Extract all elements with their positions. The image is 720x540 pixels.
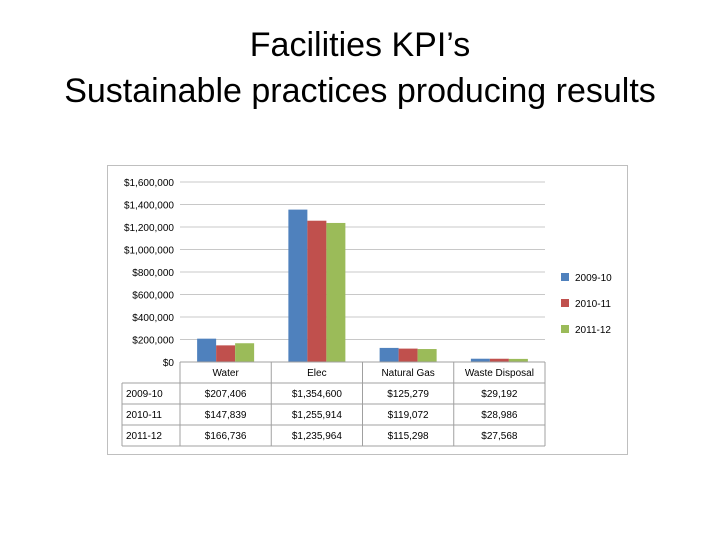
y-tick-label: $600,000: [132, 291, 174, 302]
legend-label: 2009-10: [575, 273, 612, 284]
y-tick-label: $1,000,000: [124, 246, 174, 257]
table-cell-value: $119,072: [388, 410, 429, 421]
table-row-label: 2009-10: [126, 389, 163, 400]
bar: [216, 345, 236, 362]
bar: [417, 349, 437, 362]
x-category-label: Natural Gas: [381, 368, 434, 379]
y-tick-label: $1,200,000: [124, 223, 174, 234]
table-cell-value: $125,279: [387, 389, 429, 400]
table-row-label: 2011-12: [126, 431, 162, 442]
bar: [508, 358, 528, 362]
y-tick-label: $800,000: [132, 268, 174, 279]
table-cell-value: $207,406: [205, 389, 247, 400]
bar-chart: $0 $200,000 $400,000 $600,000 $800,000 $1,000…: [121, 178, 612, 447]
bar: [398, 348, 418, 362]
bar: [235, 343, 255, 362]
bar: [307, 220, 327, 362]
legend-label: 2010-11: [575, 299, 611, 310]
bar: [197, 338, 217, 362]
slide-title-line2: Sustainable practices producing results: [64, 72, 656, 110]
table-cell-value: $29,192: [481, 389, 518, 400]
legend-label: 2011-12: [575, 325, 611, 336]
slide-title-line1: Facilities KPI’s: [249, 26, 471, 64]
slide-title: Facilities KPI’s Sustainable practices p…: [0, 22, 720, 114]
x-category-label: Elec: [307, 368, 326, 379]
table-cell-value: $28,986: [481, 410, 518, 421]
bar: [379, 347, 399, 362]
table-cell-value: $166,736: [205, 431, 247, 442]
y-tick-label: $1,600,000: [124, 178, 174, 189]
x-category-label: Waste Disposal: [465, 368, 534, 379]
y-tick-label: $400,000: [132, 313, 174, 324]
bar: [326, 222, 346, 362]
bar: [489, 358, 509, 362]
table-cell-value: $1,235,964: [292, 431, 342, 442]
y-tick-label: $200,000: [132, 336, 174, 347]
table-cell-value: $147,839: [205, 410, 247, 421]
chart-frame: $0 $200,000 $400,000 $600,000 $800,000 $1,000…: [107, 165, 628, 455]
legend-swatch: [561, 273, 569, 281]
table-cell-value: $1,354,600: [292, 389, 342, 400]
x-category-label: Water: [212, 368, 239, 379]
table-cell-value: $27,568: [481, 431, 518, 442]
legend-swatch: [561, 325, 569, 333]
y-tick-label: $1,400,000: [124, 201, 174, 212]
y-tick-label: $0: [163, 358, 175, 369]
bar: [288, 209, 308, 362]
table-cell-value: $115,298: [388, 431, 429, 442]
table-row-label: 2010-11: [126, 410, 162, 421]
bar: [470, 358, 490, 362]
table-cell-value: $1,255,914: [292, 410, 342, 421]
legend-swatch: [561, 299, 569, 307]
